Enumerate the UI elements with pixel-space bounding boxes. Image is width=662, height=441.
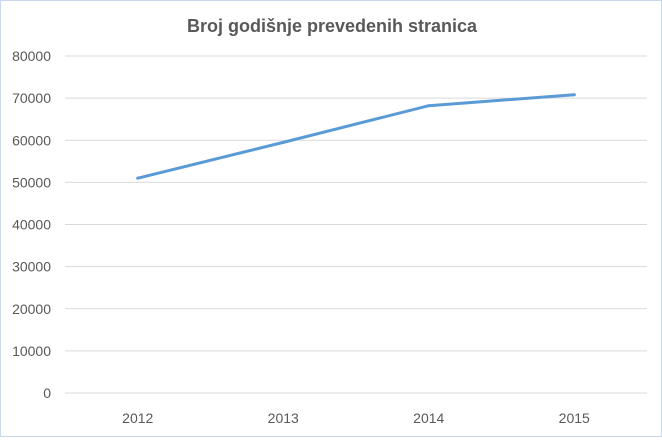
data-point (281, 140, 285, 144)
y-tick-label: 40000 (12, 217, 51, 233)
data-point (572, 93, 576, 97)
series-line (136, 93, 576, 180)
y-tick-label: 10000 (12, 343, 51, 359)
series-group (136, 93, 576, 180)
y-tick-label: 50000 (12, 174, 51, 190)
gridlines (65, 55, 647, 394)
y-tick-label: 60000 (12, 132, 51, 148)
y-tick-label: 80000 (12, 48, 51, 64)
x-axis-ticks: 2012 2013 2014 2015 (122, 410, 590, 426)
y-tick-label: 30000 (12, 259, 51, 275)
x-tick-label: 2015 (559, 410, 590, 426)
x-tick-label: 2013 (268, 410, 299, 426)
x-tick-label: 2012 (122, 410, 153, 426)
data-point (136, 176, 140, 180)
x-tick-label: 2014 (413, 410, 444, 426)
chart-title: Broj godišnje prevedenih stranica (187, 16, 478, 36)
y-tick-label: 70000 (12, 90, 51, 106)
y-tick-label: 20000 (12, 301, 51, 317)
y-tick-label: 0 (43, 385, 51, 401)
data-point (427, 104, 431, 108)
y-axis-ticks: 0 10000 20000 30000 40000 50000 60000 70000 8000… (12, 48, 51, 401)
